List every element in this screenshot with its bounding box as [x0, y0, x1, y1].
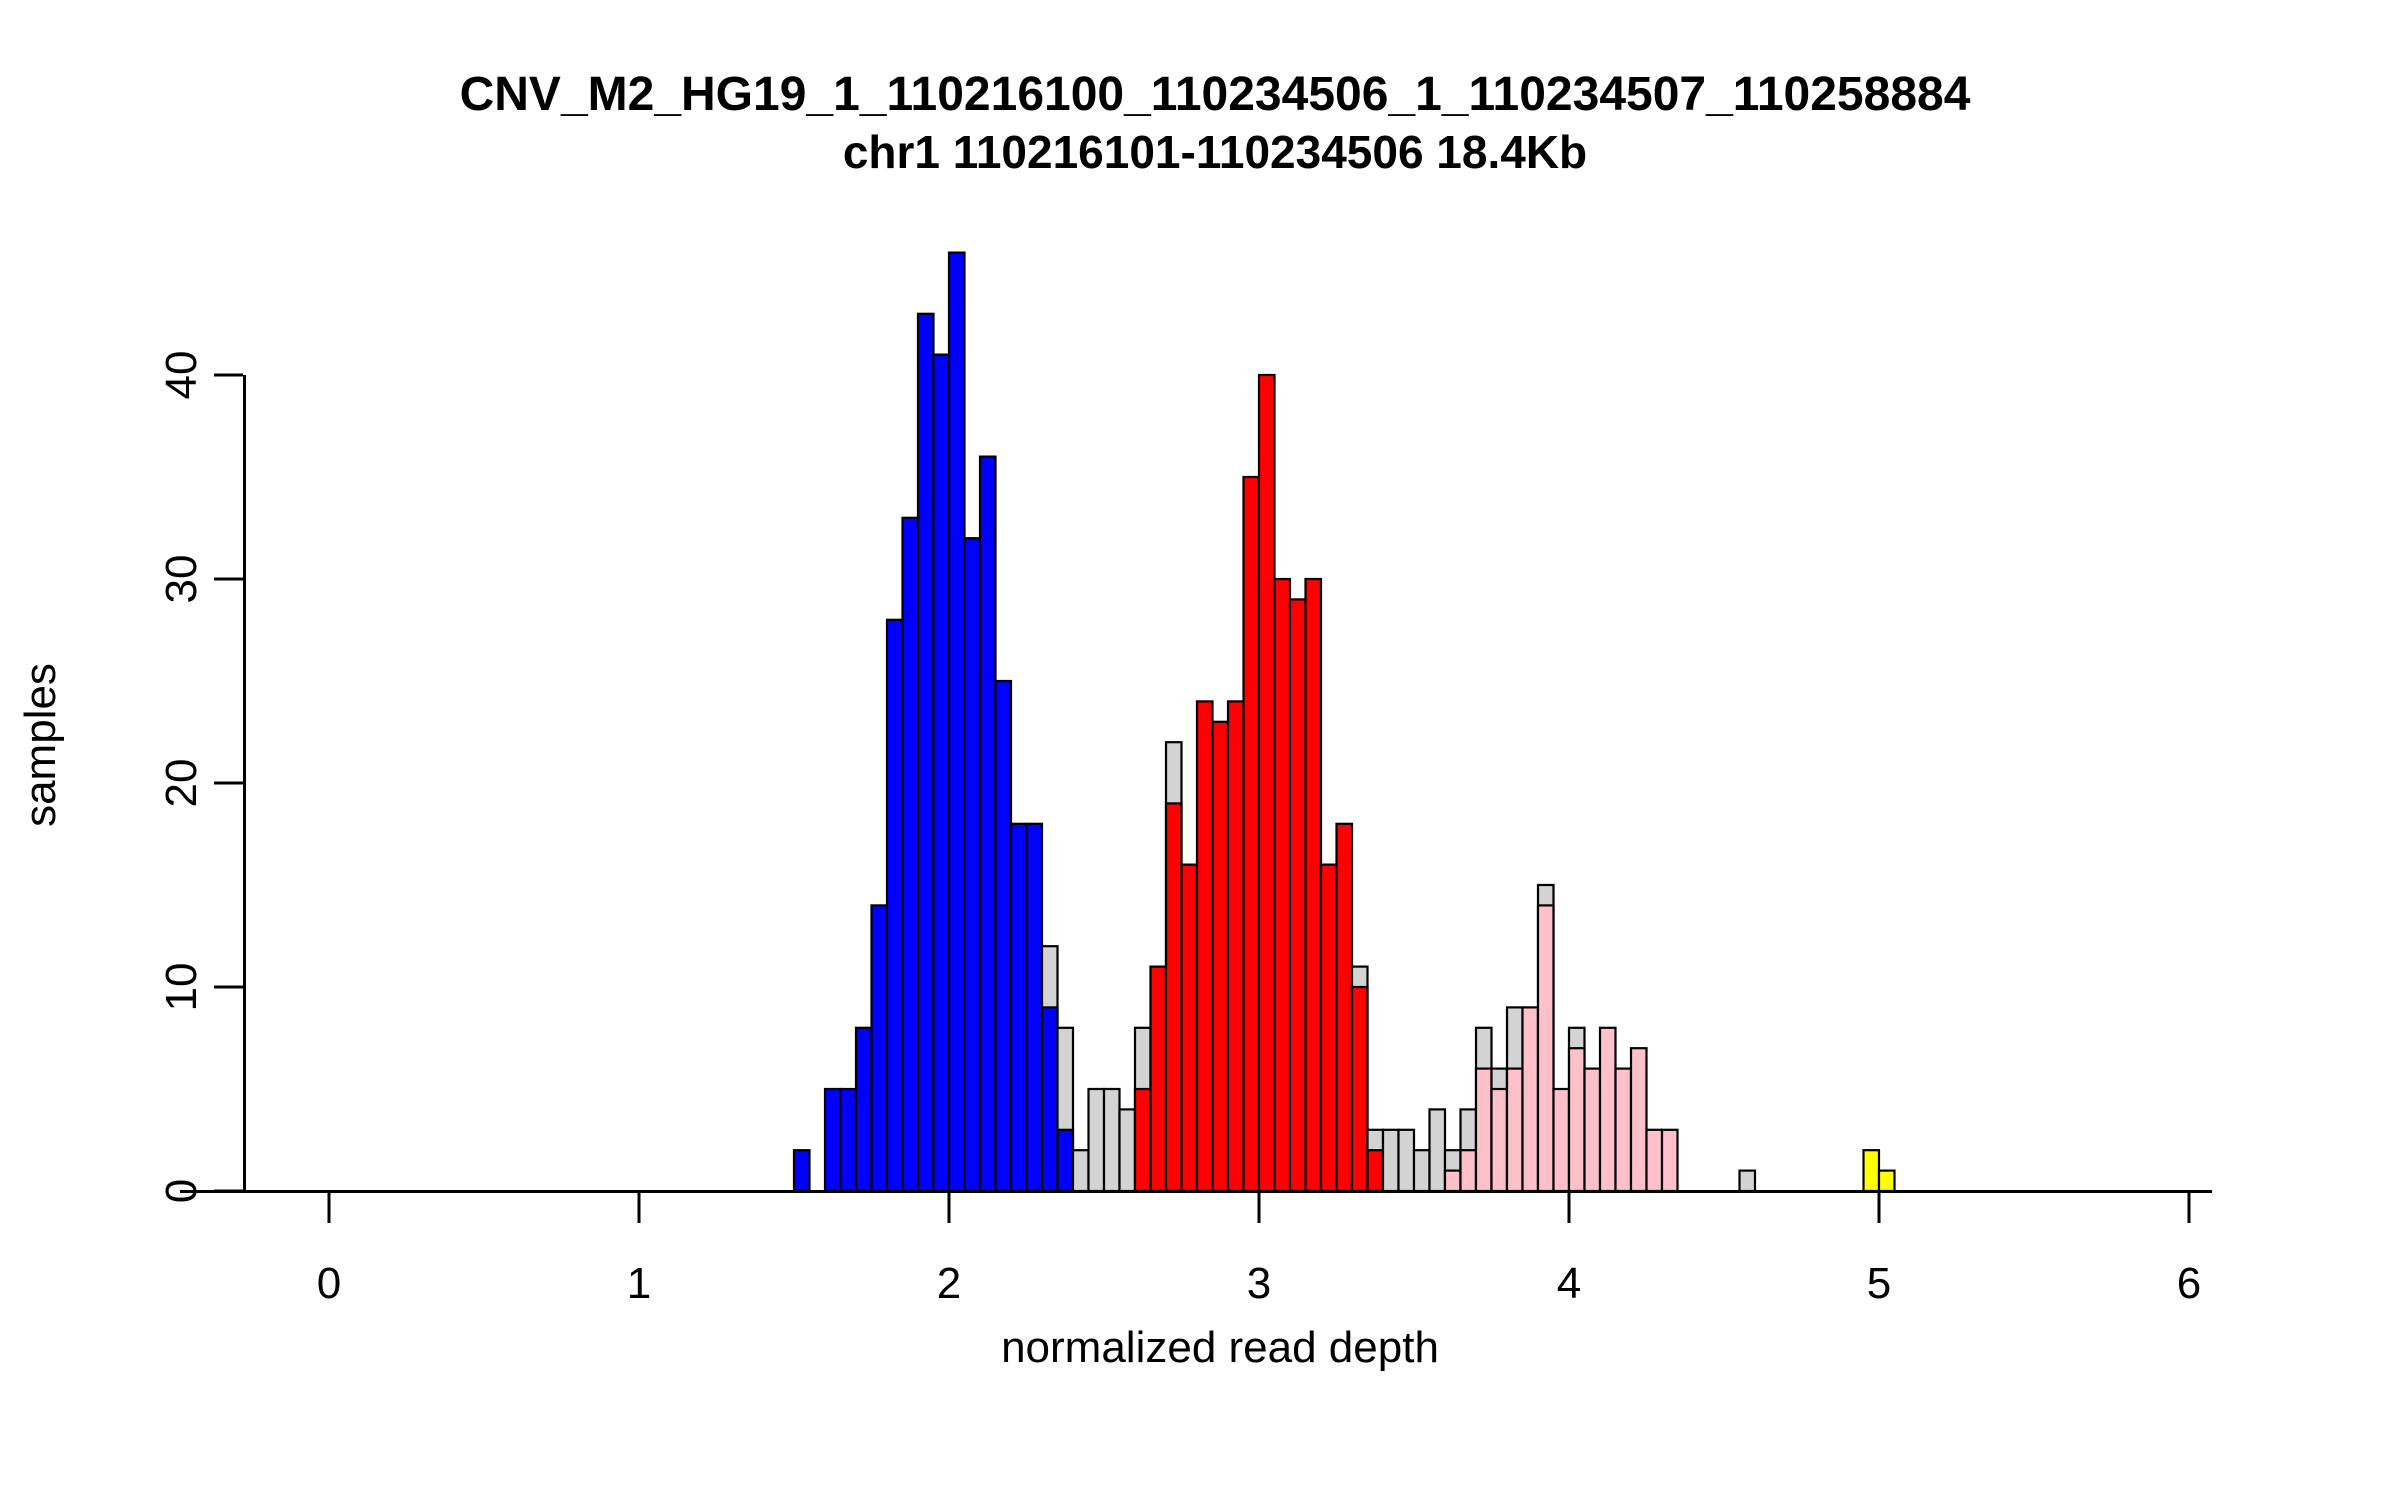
histogram-bar-pink: [1490, 1087, 1509, 1193]
chart-subtitle: chr1 110216101-110234506 18.4Kb: [843, 126, 1587, 178]
x-tick-label: 5: [1867, 1259, 1891, 1308]
histogram-bar-blue: [823, 1087, 842, 1193]
histogram-bar-pink: [1583, 1067, 1602, 1193]
histogram-bar-gray: [1381, 1128, 1400, 1193]
histogram-bar-blue: [963, 537, 982, 1193]
histogram-bar-blue: [1040, 1006, 1059, 1193]
histogram-bar-red: [1195, 700, 1214, 1193]
histogram-bar-blue: [932, 353, 951, 1193]
histogram-bar-blue: [1025, 822, 1044, 1193]
histogram-bar-blue: [994, 679, 1013, 1193]
histogram-bar-red: [1304, 577, 1323, 1193]
histogram-bar-gray: [1412, 1149, 1431, 1193]
x-axis: 0 1 2 3 4 5 6: [180, 1190, 2212, 1308]
histogram-bar-blue: [916, 312, 935, 1193]
histogram-bar-gray: [1102, 1087, 1121, 1193]
histogram-bar-gray: [1087, 1087, 1106, 1193]
histogram-bar-pink: [1459, 1149, 1478, 1193]
histogram-bars: [792, 251, 1896, 1193]
histogram-bar-pink: [1552, 1087, 1571, 1193]
histogram-bar-pink: [1614, 1067, 1633, 1193]
histogram-bar-gray: [1071, 1149, 1090, 1193]
histogram-bar-red: [1288, 598, 1307, 1193]
x-tick-label: 2: [937, 1259, 961, 1308]
x-tick-label: 1: [627, 1259, 651, 1308]
y-tick-label: 10: [157, 963, 206, 1012]
histogram-bar-red: [1211, 720, 1230, 1193]
x-tick-label: 6: [2177, 1259, 2201, 1308]
histogram-bar-pink: [1505, 1067, 1524, 1193]
y-tick-label: 30: [157, 555, 206, 604]
y-tick-label: 40: [157, 351, 206, 400]
histogram-bar-pink: [1521, 1006, 1540, 1193]
histogram-bar-pink: [1567, 1047, 1586, 1193]
histogram-bar-blue: [870, 904, 889, 1193]
histogram-bar-red: [1133, 1087, 1152, 1193]
y-tick-label: 20: [157, 759, 206, 808]
histogram-bar-red: [1350, 985, 1369, 1193]
histogram-bar-red: [1149, 965, 1168, 1193]
chart-title: CNV_M2_HG19_1_110216100_110234506_1_1102…: [460, 68, 1971, 121]
histogram-bar-gray: [1118, 1108, 1137, 1193]
histogram-bar-pink: [1629, 1047, 1648, 1193]
histogram-bar-blue: [839, 1087, 858, 1193]
x-tick-label: 4: [1557, 1259, 1581, 1308]
histogram-bar-blue: [1056, 1128, 1075, 1193]
histogram-bar-red: [1164, 802, 1183, 1193]
histogram-bar-red: [1319, 863, 1338, 1193]
histogram-bar-blue: [854, 1026, 873, 1193]
histogram-bar-pink: [1474, 1067, 1493, 1193]
histogram-bar-pink: [1598, 1026, 1617, 1193]
histogram-bar-red: [1366, 1149, 1385, 1193]
histogram-bar-red: [1242, 475, 1261, 1193]
histogram-bar-red: [1273, 577, 1292, 1193]
histogram-bar-pink: [1645, 1128, 1664, 1193]
histogram-bar-red: [1226, 700, 1245, 1193]
histogram-bar-pink: [1660, 1128, 1679, 1193]
histogram-bar-gray: [1428, 1108, 1447, 1193]
x-tick-label: 3: [1247, 1259, 1271, 1308]
histogram-bar-red: [1180, 863, 1199, 1193]
histogram-bar-gray: [1397, 1128, 1416, 1193]
histogram-bar-blue: [1009, 822, 1028, 1193]
histogram-bar-blue: [901, 516, 920, 1193]
histogram-bar-blue: [978, 455, 997, 1193]
histogram-bar-blue: [885, 618, 904, 1193]
histogram-bar-red: [1335, 822, 1354, 1193]
histogram-bar-blue: [947, 251, 966, 1193]
y-axis-label: samples: [16, 663, 65, 827]
histogram-bar-yellow: [1862, 1149, 1881, 1193]
x-axis-label: normalized read depth: [1001, 1323, 1439, 1372]
histogram-bar-yellow: [1877, 1169, 1896, 1193]
histogram-bar-gray: [1738, 1169, 1757, 1193]
y-axis: 0 10 20 30 40: [157, 351, 246, 1203]
histogram-bar-pink: [1536, 904, 1555, 1193]
histogram-bar-pink: [1443, 1169, 1462, 1193]
y-tick-label: 0: [157, 1179, 206, 1203]
histogram-bar-red: [1257, 373, 1276, 1193]
histogram-bar-blue: [792, 1149, 811, 1193]
x-tick-label: 0: [317, 1259, 341, 1308]
